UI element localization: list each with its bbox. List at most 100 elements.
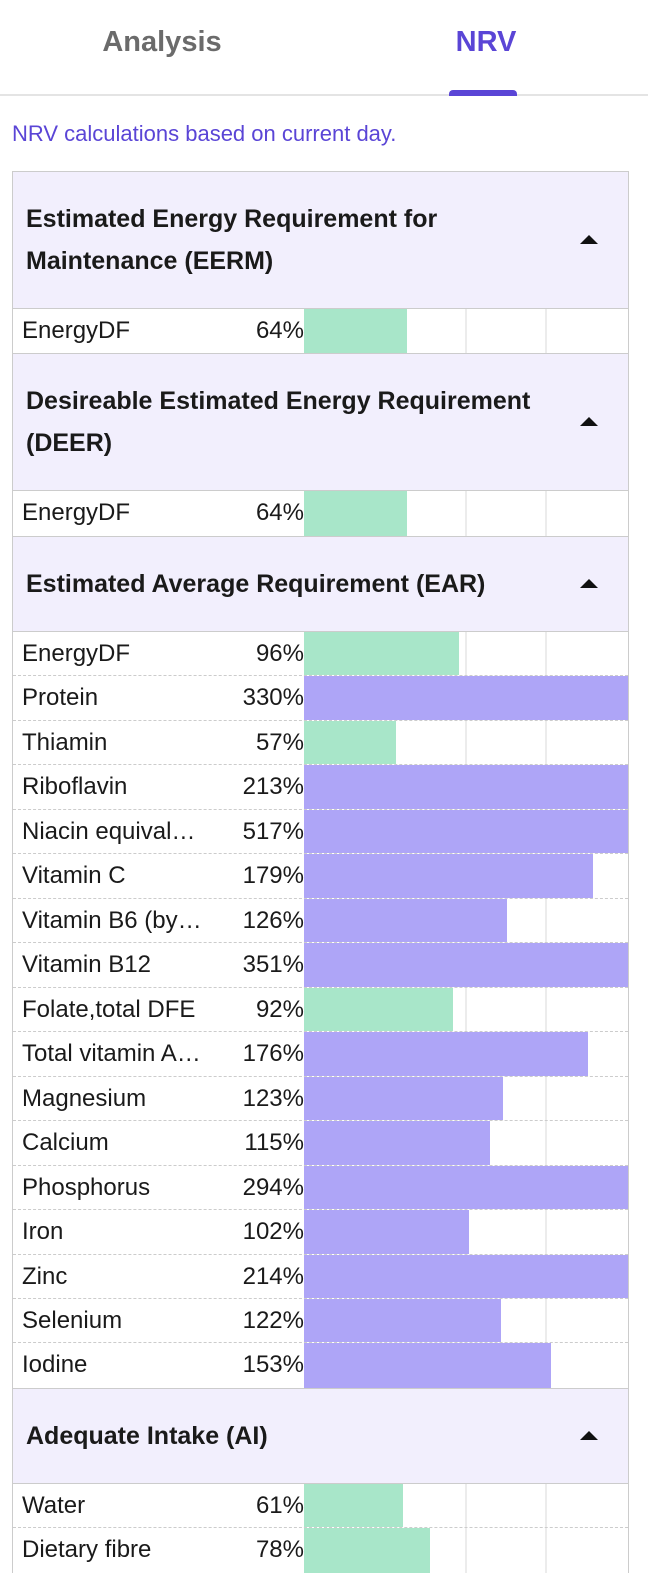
section-header[interactable]: Adequate Intake (AI) (13, 1387, 628, 1484)
percent-label: 64% (255, 317, 304, 344)
grid-line (464, 720, 467, 765)
bar-area (304, 1254, 628, 1298)
nutrient-row: EnergyDF 64% (13, 491, 628, 536)
bar-area (304, 631, 628, 676)
section-body: EnergyDF 96% Protein 330% Thiamin 57% Riboflav… (13, 631, 628, 1388)
nutrient-name: Folate,total DFE (22, 995, 196, 1023)
section-header[interactable]: Estimated Energy Requirement for Mainten… (13, 171, 628, 309)
nutrient-row: Vitamin C 179% (13, 854, 628, 899)
nutrient-name: Iodine (22, 1351, 88, 1379)
bar (304, 309, 408, 354)
tab[interactable]: NRV (324, 0, 648, 96)
nutrient-row: Thiamin 57% (13, 720, 628, 766)
nutrient-row: EnergyDF 64% (13, 309, 628, 354)
bar (304, 1528, 430, 1573)
percent-label: 330% (242, 684, 304, 712)
grid-line (545, 987, 548, 1032)
bar (304, 491, 408, 536)
percent-label: 64% (255, 499, 304, 527)
bar-area (304, 1483, 628, 1528)
grid-line (464, 491, 467, 536)
nutrient-name: Calcium (22, 1129, 109, 1157)
section-body: EnergyDF 64% (13, 491, 628, 536)
nutrient-row: Vitamin B12 351% (13, 943, 628, 988)
percent-label: 294% (242, 1173, 304, 1201)
nutrient-row: Niacin equival… 517% (13, 809, 628, 855)
nutrient-name: Vitamin C (22, 862, 126, 890)
bar (304, 854, 594, 898)
bar-area (304, 491, 628, 536)
bar-area (304, 765, 628, 809)
nutrient-row: Iron 102% (13, 1210, 628, 1255)
nutrient-name: Protein (22, 684, 99, 712)
tab[interactable]: Analysis (102, 26, 222, 58)
nutrient-row: Riboflavin 213% (13, 765, 628, 810)
bar-area (304, 1121, 628, 1165)
section-header[interactable]: Estimated Average Requirement (EAR) (13, 535, 628, 632)
grid-line (464, 1528, 467, 1573)
bar-area (304, 1165, 628, 1210)
grid-line (545, 720, 548, 765)
grid-line (545, 1298, 548, 1343)
grid-line (545, 491, 548, 536)
percent-label: 179% (242, 862, 304, 890)
collapse-arrow[interactable] (580, 578, 598, 588)
bar (304, 1298, 502, 1343)
nutrient-row: Folate,total DFE 92% (13, 987, 628, 1033)
percent-label: 123% (242, 1084, 304, 1112)
percent-label: 61% (255, 1491, 304, 1519)
grid-line (545, 1528, 548, 1573)
bar-area (304, 1210, 628, 1254)
section-body: EnergyDF 64% (13, 309, 628, 354)
bar-area (304, 1528, 628, 1573)
nutrient-name: Magnesium (22, 1084, 147, 1112)
bar-area (304, 898, 628, 943)
percent-label: 102% (242, 1218, 304, 1246)
bar-area (304, 854, 628, 898)
percent-label: 96% (255, 639, 304, 667)
bar-area (304, 676, 628, 720)
percent-label: 115% (244, 1129, 304, 1157)
collapse-arrow[interactable] (580, 1430, 598, 1440)
bar (304, 1483, 403, 1528)
section-header[interactable]: Desireable Estimated Energy Requirement … (13, 353, 628, 492)
bar (304, 943, 628, 987)
bar (304, 720, 397, 765)
percent-label: 92% (255, 995, 304, 1023)
bar-area (304, 987, 628, 1032)
nutrient-name: Thiamin (22, 728, 108, 756)
bar (304, 1254, 628, 1298)
grid-line (545, 309, 548, 354)
percent-label: 78% (255, 1536, 304, 1564)
bar (304, 765, 628, 809)
nutrient-name: Vitamin B6 (by… (22, 906, 202, 934)
bar-area (304, 943, 628, 987)
bar-area (304, 309, 628, 354)
bar (304, 1210, 469, 1254)
collapse-arrow[interactable] (580, 235, 598, 244)
bar (304, 1032, 589, 1076)
nrv-table: Estimated Energy Requirement for Mainten… (12, 171, 629, 1573)
nutrient-row: Dietary fibre 78% (13, 1528, 628, 1573)
collapse-arrow[interactable] (580, 417, 598, 427)
bar (304, 1076, 503, 1121)
percent-label: 176% (242, 1040, 304, 1068)
bar (304, 987, 453, 1032)
grid-line (464, 1483, 467, 1528)
percent-label: 122% (242, 1306, 304, 1334)
nutrient-row: Protein 330% (13, 676, 628, 721)
bar (304, 1121, 490, 1165)
nutrient-name: Total vitamin A… (22, 1040, 201, 1068)
nutrient-row: Iodine 153% (13, 1343, 628, 1388)
bar (304, 631, 460, 676)
bar-area (304, 1298, 628, 1343)
nutrient-row: Selenium 122% (13, 1298, 628, 1344)
bar-area (304, 1076, 628, 1121)
nutrient-row: Water 61% (13, 1483, 628, 1529)
section-body: Water 61% Dietary fibre 78% (13, 1483, 628, 1573)
nutrient-name: Water (22, 1491, 86, 1519)
nutrient-row: EnergyDF 96% (13, 631, 628, 677)
grid-line (545, 898, 548, 943)
grid-line (545, 631, 548, 676)
